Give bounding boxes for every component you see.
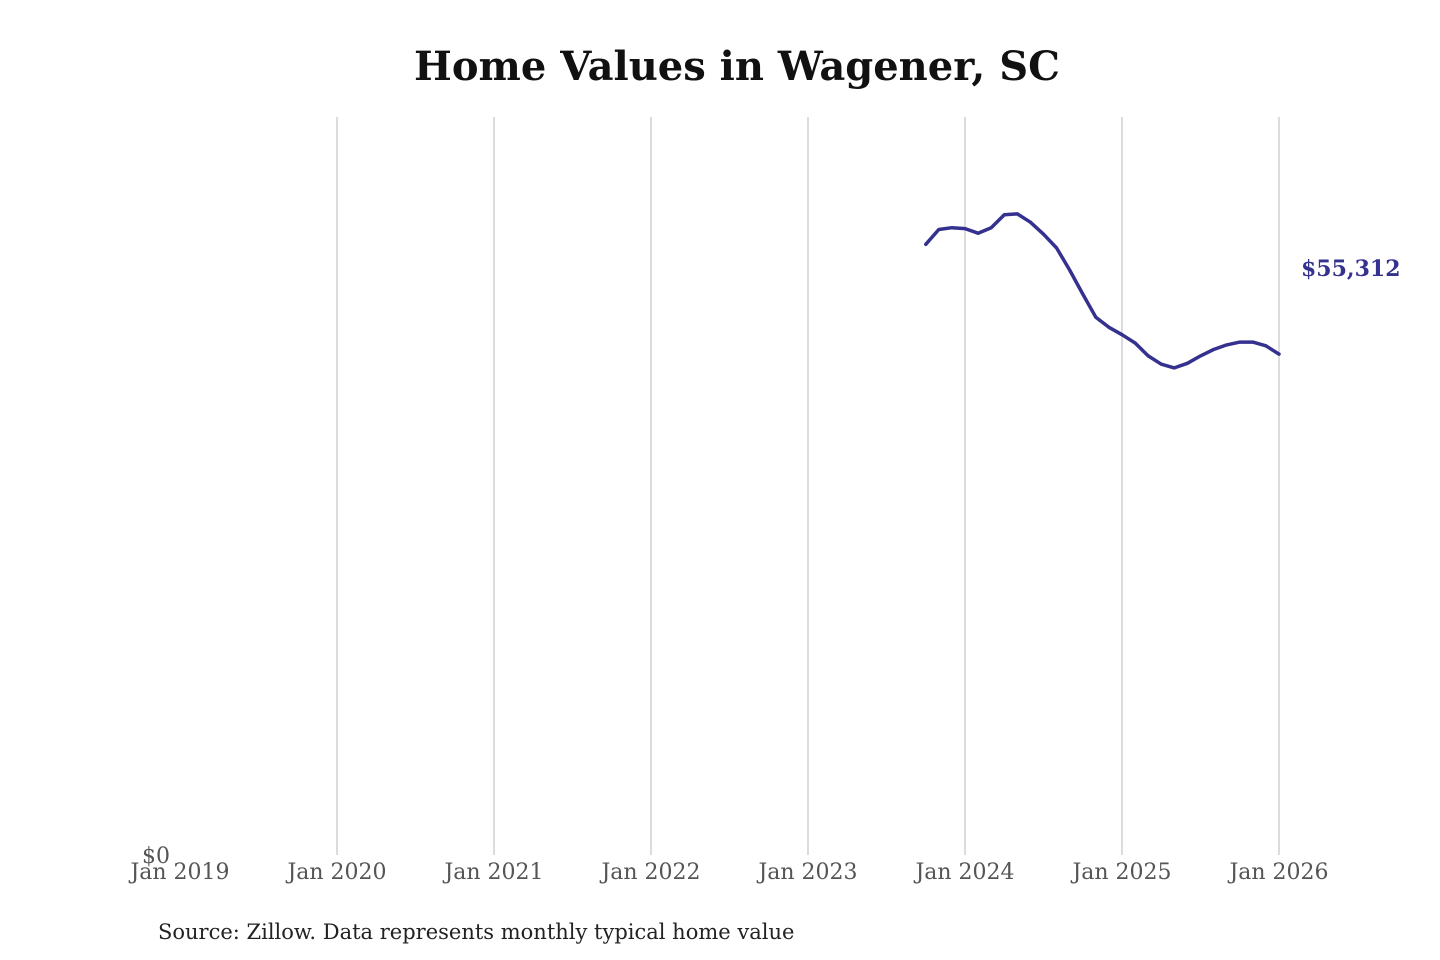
data-point xyxy=(1212,347,1216,351)
data-point xyxy=(1094,315,1098,319)
data-point xyxy=(1133,341,1137,345)
x-tick-label: Jan 2020 xyxy=(285,860,386,885)
y-tick-label: $0 xyxy=(142,844,170,869)
series-line xyxy=(924,212,1281,370)
data-point xyxy=(1146,354,1150,358)
x-tick-label: Jan 2021 xyxy=(442,860,543,885)
x-tick-label: Jan 2019 xyxy=(128,860,229,885)
x-tick-label: Jan 2025 xyxy=(1070,860,1171,885)
x-axis-ticks: Jan 2019 Jan 2020 Jan 2021 Jan 2022 Jan 2023… xyxy=(128,860,1328,885)
data-point xyxy=(1015,212,1019,216)
data-point xyxy=(1042,232,1045,236)
data-point xyxy=(1199,354,1202,358)
data-point xyxy=(1264,344,1268,348)
data-point xyxy=(1107,325,1111,329)
data-point xyxy=(1172,366,1176,370)
last-value-label: $55,312 xyxy=(1301,256,1401,282)
data-point xyxy=(1002,213,1006,217)
data-point xyxy=(1277,352,1281,356)
data-point xyxy=(1238,340,1242,344)
y-axis-ticks: $0 xyxy=(142,844,170,869)
source-note: Source: Zillow. Data represents monthly … xyxy=(158,920,794,944)
data-point xyxy=(1185,361,1189,365)
x-tick-label: Jan 2024 xyxy=(913,860,1014,885)
series-layer xyxy=(924,212,1281,370)
data-point xyxy=(1028,220,1032,224)
data-point xyxy=(1120,333,1124,337)
data-point xyxy=(950,226,954,230)
data-point xyxy=(1068,268,1072,272)
gridlines xyxy=(336,117,1280,855)
data-point xyxy=(1251,340,1255,344)
data-point xyxy=(963,227,967,231)
data-point xyxy=(937,228,941,232)
chart-title: Home Values in Wagener, SC xyxy=(414,43,1060,90)
data-point xyxy=(1081,292,1085,296)
data-point xyxy=(976,231,980,235)
x-tick-label: Jan 2022 xyxy=(599,860,700,885)
data-point xyxy=(989,226,993,230)
data-point xyxy=(924,242,928,246)
data-point xyxy=(1055,246,1059,250)
x-tick-label: Jan 2026 xyxy=(1227,860,1328,885)
x-tick-label: Jan 2023 xyxy=(756,860,857,885)
data-point xyxy=(1225,343,1229,347)
data-point xyxy=(1159,362,1163,366)
